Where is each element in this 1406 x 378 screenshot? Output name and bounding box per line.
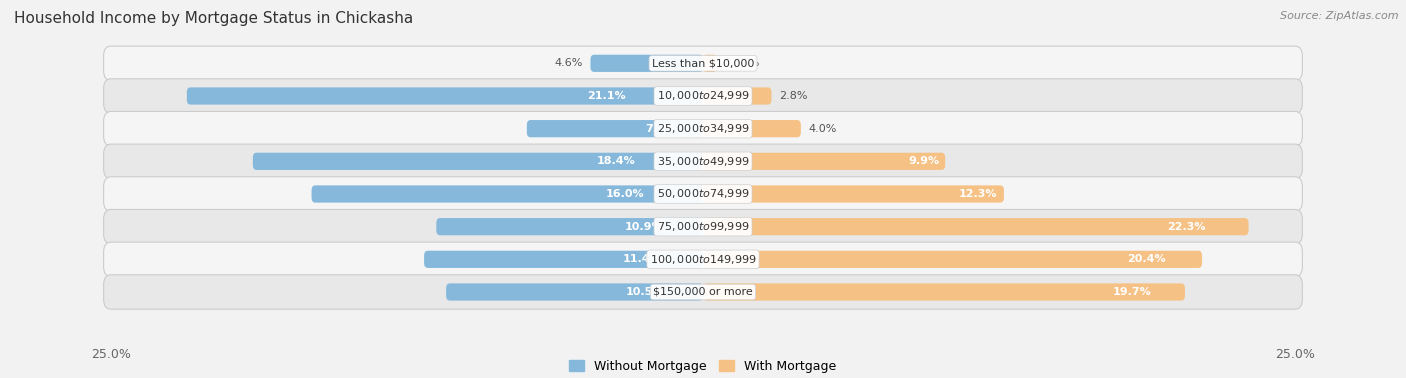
FancyBboxPatch shape xyxy=(703,185,1004,203)
FancyBboxPatch shape xyxy=(104,275,1302,309)
Text: 19.7%: 19.7% xyxy=(1112,287,1152,297)
Text: 4.6%: 4.6% xyxy=(555,58,583,68)
Text: 25.0%: 25.0% xyxy=(1275,348,1315,361)
Text: 2.8%: 2.8% xyxy=(779,91,807,101)
Text: 7.2%: 7.2% xyxy=(645,124,676,134)
Text: Source: ZipAtlas.com: Source: ZipAtlas.com xyxy=(1281,11,1399,21)
FancyBboxPatch shape xyxy=(527,120,703,137)
Text: 4.0%: 4.0% xyxy=(808,124,837,134)
FancyBboxPatch shape xyxy=(104,209,1302,244)
FancyBboxPatch shape xyxy=(591,55,703,72)
Text: 10.5%: 10.5% xyxy=(626,287,665,297)
FancyBboxPatch shape xyxy=(104,112,1302,146)
Text: Household Income by Mortgage Status in Chickasha: Household Income by Mortgage Status in C… xyxy=(14,11,413,26)
FancyBboxPatch shape xyxy=(703,218,1249,235)
Text: $10,000 to $24,999: $10,000 to $24,999 xyxy=(657,90,749,102)
Text: 12.3%: 12.3% xyxy=(959,189,997,199)
Text: 22.3%: 22.3% xyxy=(1167,222,1205,232)
Text: 25.0%: 25.0% xyxy=(91,348,131,361)
FancyBboxPatch shape xyxy=(104,79,1302,113)
FancyBboxPatch shape xyxy=(436,218,703,235)
FancyBboxPatch shape xyxy=(703,55,717,72)
Text: $50,000 to $74,999: $50,000 to $74,999 xyxy=(657,187,749,200)
FancyBboxPatch shape xyxy=(446,284,703,301)
FancyBboxPatch shape xyxy=(104,242,1302,277)
Text: $100,000 to $149,999: $100,000 to $149,999 xyxy=(650,253,756,266)
Text: 20.4%: 20.4% xyxy=(1128,254,1166,264)
FancyBboxPatch shape xyxy=(104,144,1302,178)
FancyBboxPatch shape xyxy=(312,185,703,203)
Text: $150,000 or more: $150,000 or more xyxy=(654,287,752,297)
FancyBboxPatch shape xyxy=(703,251,1202,268)
Text: $25,000 to $34,999: $25,000 to $34,999 xyxy=(657,122,749,135)
Legend: Without Mortgage, With Mortgage: Without Mortgage, With Mortgage xyxy=(564,355,842,378)
FancyBboxPatch shape xyxy=(703,87,772,105)
Text: $75,000 to $99,999: $75,000 to $99,999 xyxy=(657,220,749,233)
FancyBboxPatch shape xyxy=(104,46,1302,81)
Text: 10.9%: 10.9% xyxy=(624,222,664,232)
Text: 9.9%: 9.9% xyxy=(908,156,941,166)
FancyBboxPatch shape xyxy=(703,153,945,170)
Text: 0.57%: 0.57% xyxy=(724,58,759,68)
FancyBboxPatch shape xyxy=(187,87,703,105)
FancyBboxPatch shape xyxy=(703,120,801,137)
FancyBboxPatch shape xyxy=(104,177,1302,211)
FancyBboxPatch shape xyxy=(425,251,703,268)
Text: 16.0%: 16.0% xyxy=(606,189,644,199)
Text: 21.1%: 21.1% xyxy=(586,91,626,101)
Text: 18.4%: 18.4% xyxy=(596,156,636,166)
Text: Less than $10,000: Less than $10,000 xyxy=(652,58,754,68)
Text: 11.4%: 11.4% xyxy=(623,254,661,264)
FancyBboxPatch shape xyxy=(253,153,703,170)
Text: $35,000 to $49,999: $35,000 to $49,999 xyxy=(657,155,749,168)
FancyBboxPatch shape xyxy=(703,284,1185,301)
